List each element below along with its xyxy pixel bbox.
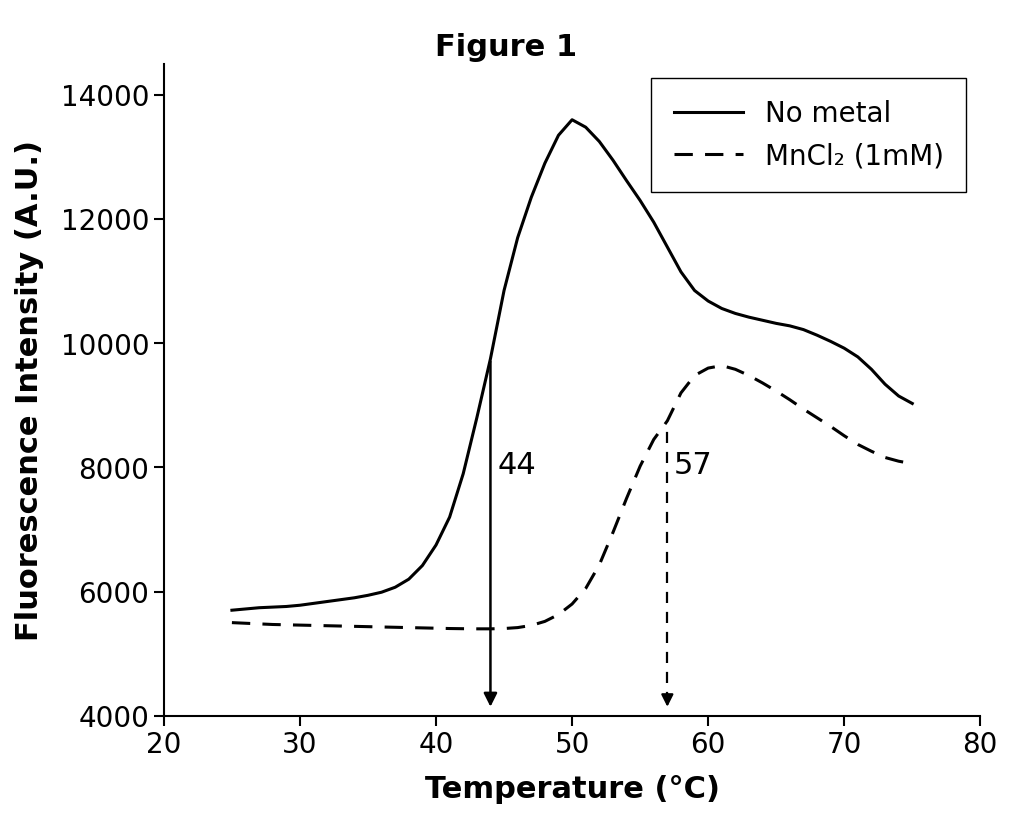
Text: 44: 44 — [497, 450, 535, 480]
Text: Figure 1: Figure 1 — [435, 33, 577, 61]
Line: MnCl₂ (1mM): MnCl₂ (1mM) — [232, 366, 912, 629]
No metal — [566, 115, 578, 125]
MnCl₂ (1mM) — [906, 459, 918, 468]
X-axis label: Temperature (°C): Temperature (°C) — [424, 775, 719, 804]
No metal — [429, 541, 441, 550]
MnCl₂ (1mM) — [688, 371, 700, 381]
No metal — [688, 286, 700, 296]
No metal — [892, 391, 904, 401]
MnCl₂ (1mM) — [226, 618, 238, 627]
No metal — [443, 512, 455, 522]
Line: No metal: No metal — [232, 120, 912, 610]
MnCl₂ (1mM) — [742, 371, 754, 381]
Text: 57: 57 — [673, 450, 712, 480]
MnCl₂ (1mM) — [429, 623, 441, 633]
Legend: No metal, MnCl₂ (1mM): No metal, MnCl₂ (1mM) — [651, 78, 965, 192]
MnCl₂ (1mM) — [471, 624, 483, 634]
No metal — [729, 309, 741, 319]
No metal — [906, 399, 918, 409]
MnCl₂ (1mM) — [443, 624, 455, 634]
MnCl₂ (1mM) — [375, 622, 388, 632]
MnCl₂ (1mM) — [715, 361, 728, 371]
Y-axis label: Fluorescence Intensity (A.U.): Fluorescence Intensity (A.U.) — [15, 139, 44, 640]
MnCl₂ (1mM) — [892, 456, 904, 466]
No metal — [375, 587, 388, 597]
No metal — [226, 605, 238, 615]
